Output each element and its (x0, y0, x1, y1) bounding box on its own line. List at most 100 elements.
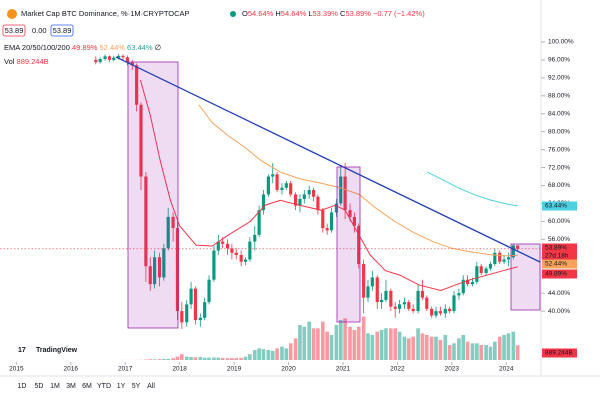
candle-body (443, 308, 447, 314)
x-tick-label: 2024 (499, 366, 514, 373)
candle-body (343, 176, 347, 211)
volume-bar (148, 359, 153, 360)
volume-bar (379, 330, 384, 360)
range-button[interactable]: 5Y (132, 383, 141, 390)
volume-bar (461, 335, 466, 360)
candle-body (121, 55, 125, 58)
y-tick-label: 56.00% (548, 236, 570, 243)
candle-body (298, 198, 302, 206)
candle-body (407, 302, 411, 309)
x-tick-label: 2020 (281, 366, 296, 373)
y-tick-label: 84.00% (548, 110, 570, 117)
volume-bar (216, 357, 221, 360)
volume-bar (502, 335, 506, 360)
candle-body (366, 286, 370, 298)
volume-bar (493, 341, 497, 360)
trend-line (115, 56, 541, 263)
candle-body (125, 57, 129, 63)
x-tick-label: 2019 (227, 366, 242, 373)
ema-value: 63.44% (127, 43, 153, 52)
y-tick-label: 100.00% (548, 39, 574, 46)
ohlc-key: C (340, 9, 346, 18)
candle-body (130, 62, 134, 66)
ema-value: 52.44% (100, 43, 126, 52)
candle-body (166, 216, 170, 249)
volume-bar (384, 328, 388, 360)
buy-box[interactable] (50, 24, 74, 37)
volume-bar (329, 335, 334, 360)
volume-bar (438, 340, 443, 360)
vol-label: Vol (4, 57, 15, 66)
candle-body (339, 176, 343, 204)
candle-body (402, 302, 407, 305)
ema-line (427, 171, 518, 207)
volume-bar (280, 346, 284, 360)
ohlc-value: 54.64% (248, 9, 274, 18)
axes: 100.00% 96.00% 92.00% 88.00% 84.00% 80.00% 76.… (9, 39, 577, 373)
candle-body (275, 174, 279, 190)
ohlc-value: 53.39% (313, 9, 339, 18)
plot-layer (0, 54, 540, 360)
volume-bar (234, 358, 239, 360)
range-button[interactable]: 1D (18, 383, 27, 390)
ohlc-key: H (275, 9, 280, 18)
volume-bar (266, 350, 271, 360)
candle-body (438, 311, 442, 314)
range-button[interactable]: 6M (82, 383, 92, 390)
volume-bar (338, 320, 343, 360)
volume-bar (424, 335, 429, 360)
candle-body (112, 57, 116, 60)
candle-body (225, 243, 230, 249)
range-button[interactable]: 3M (66, 383, 76, 390)
price-tag-label: 889.244B (545, 350, 573, 357)
range-button[interactable]: 1Y (117, 383, 126, 390)
price-tag (542, 348, 577, 358)
price-tag-label: 63.44% (545, 203, 567, 210)
volume-bar (488, 346, 493, 360)
volume-bar (252, 350, 257, 360)
candle-body (243, 259, 248, 262)
volume-bar (452, 343, 456, 360)
candle-body (452, 295, 456, 312)
x-tick-label: 2015 (9, 366, 24, 373)
sell-box[interactable] (2, 24, 26, 37)
candle-body (493, 252, 497, 264)
range-button[interactable]: All (147, 383, 155, 390)
candle-body (488, 263, 493, 269)
candle-body (193, 288, 198, 321)
volume-bar (484, 345, 488, 360)
candle-body (289, 183, 293, 195)
volume-bar (302, 326, 307, 360)
volume-bar (257, 348, 261, 360)
candle-body (189, 288, 193, 305)
logo: TradingView (36, 347, 78, 354)
volume-bar (298, 325, 302, 360)
candle-body (280, 187, 284, 190)
range-button[interactable]: 1M (50, 383, 60, 390)
y-tick-label: 40.00% (548, 308, 570, 315)
vol-legend: Vol 889.244B (4, 57, 49, 66)
ema-label: EMA 20/50/100/200 (4, 43, 70, 52)
range-button[interactable]: 5D (35, 383, 44, 390)
volume-bar (275, 348, 279, 360)
sell-price[interactable]: 53.89 (5, 26, 24, 35)
buy-price[interactable]: 53.89 (53, 26, 72, 35)
highlight-box (127, 61, 179, 329)
candle-body (266, 176, 270, 195)
volume-bar (457, 338, 461, 360)
y-tick-label: 92.00% (548, 75, 570, 82)
ohlc-change: −0.77 (−1.42%) (373, 9, 425, 18)
candle-body (466, 279, 470, 285)
range-button[interactable]: YTD (97, 383, 111, 390)
volume-bar (320, 321, 325, 360)
candle-body (175, 228, 180, 312)
price-tag (542, 269, 577, 279)
candle-body (434, 311, 438, 316)
candle-body (248, 241, 252, 260)
volume-bar (239, 358, 243, 360)
candle-body (284, 183, 288, 188)
volume-bar (497, 336, 502, 360)
candle-body (470, 281, 475, 285)
volume-bar (316, 328, 320, 360)
